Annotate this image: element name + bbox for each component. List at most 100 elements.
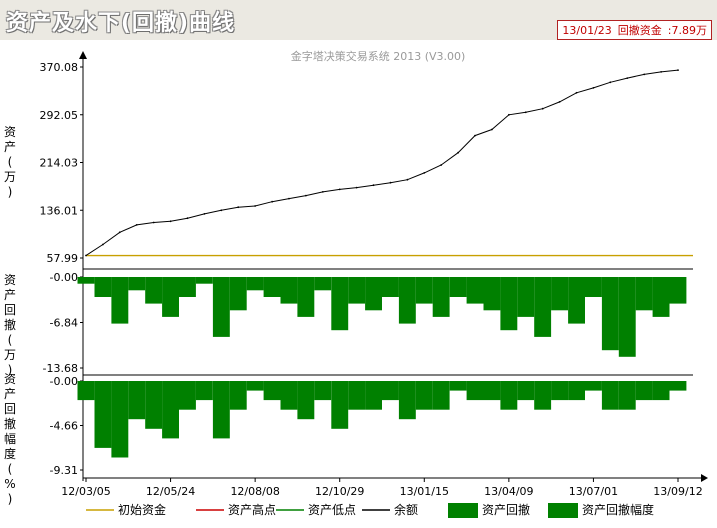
balance-point xyxy=(626,77,629,79)
drawdown-bar xyxy=(483,277,501,311)
status-label: 回撤资金 xyxy=(617,24,662,37)
page-title: 资产及水下(回撤)曲线 xyxy=(6,11,236,36)
drawdown-bar xyxy=(449,277,467,297)
drawdown-bar xyxy=(551,277,568,311)
balance-point xyxy=(338,188,341,191)
balance-point xyxy=(660,71,662,73)
drawdown-bar xyxy=(212,277,230,337)
equity-axis-title: ) xyxy=(8,185,13,199)
balance-point xyxy=(288,197,290,200)
x-tick-label: 13/07/01 xyxy=(569,485,618,498)
drawdown-pct-axis-title: 资 xyxy=(4,372,16,386)
drawdown-pct-bar xyxy=(618,381,636,410)
drawdown-bar xyxy=(635,277,653,311)
drawdown-pct-bar xyxy=(483,381,501,401)
drawdown-pct-bar xyxy=(635,381,653,401)
legend-swatch xyxy=(448,503,478,518)
drawdown-bar xyxy=(331,277,349,331)
x-axis-arrow xyxy=(701,474,708,482)
drawdown-bar xyxy=(128,277,146,291)
drawdown-bar xyxy=(466,277,484,304)
drawdown-bar xyxy=(365,277,382,311)
drawdown-bar xyxy=(568,277,585,324)
balance-point xyxy=(102,243,104,246)
equity-axis-title: 万 xyxy=(4,170,16,184)
x-tick-label: 13/01/15 xyxy=(400,485,449,498)
x-tick-label: 13/04/09 xyxy=(484,485,533,498)
drawdown-bar xyxy=(652,277,670,317)
legend-label: 余额 xyxy=(394,502,418,517)
drawdown-bar xyxy=(179,277,196,297)
drawdown-pct-bar xyxy=(415,381,433,410)
balance-point xyxy=(677,69,679,71)
balance-point xyxy=(305,194,307,197)
balance-point xyxy=(558,101,561,103)
drawdown-pct-bar xyxy=(500,381,518,410)
drawdown-pct-bar xyxy=(280,381,298,410)
drawdown-bar xyxy=(195,277,213,284)
drawdown-tick-label: -6.84 xyxy=(50,317,78,330)
equity-axis-title: 产 xyxy=(4,140,16,154)
x-tick-label: 12/03/05 xyxy=(61,485,110,498)
balance-point xyxy=(457,151,459,154)
x-tick-label: 12/08/08 xyxy=(230,485,279,498)
balance-point xyxy=(440,164,443,166)
drawdown-bar xyxy=(517,277,535,317)
x-tick-label: 12/10/29 xyxy=(315,485,364,498)
equity-tick-label: 370.08 xyxy=(40,61,79,74)
balance-point xyxy=(321,191,324,193)
drawdown-pct-axis-title: % xyxy=(4,477,15,491)
drawdown-pct-bar xyxy=(348,381,366,410)
drawdown-pct-bar xyxy=(669,381,687,391)
drawdown-bar xyxy=(348,277,366,304)
legend-label: 资产回撤 xyxy=(482,502,530,517)
drawdown-pct-bar xyxy=(263,381,281,401)
drawdown-axis-title: 回 xyxy=(4,303,16,317)
balance-point xyxy=(541,107,544,110)
drawdown-pct-bar xyxy=(195,381,213,401)
drawdown-axis-title: ( xyxy=(8,333,13,347)
drawdown-pct-bar xyxy=(111,381,129,458)
drawdown-bar xyxy=(618,277,636,357)
drawdown-pct-bar xyxy=(517,381,535,401)
drawdown-pct-tick-label: -9.31 xyxy=(50,464,78,477)
drawdown-bar xyxy=(280,277,298,304)
drawdown-pct-bar xyxy=(94,381,112,448)
drawdown-pct-bar xyxy=(466,381,484,401)
chart-watermark: 金字塔决策交易系统 2013 (V3.00) xyxy=(291,49,466,63)
drawdown-axis-title: 资 xyxy=(4,273,16,287)
drawdown-pct-axis-title: 度 xyxy=(4,446,16,461)
balance-line xyxy=(85,69,679,256)
x-tick-label: 13/09/12 xyxy=(653,485,702,498)
balance-point xyxy=(118,231,121,234)
legend-label: 资产高点 xyxy=(228,502,276,517)
drawdown-axis-title: 撤 xyxy=(4,317,16,332)
status-value: 7.89万 xyxy=(671,24,708,37)
legend-label: 资产低点 xyxy=(308,503,356,517)
balance-point xyxy=(254,205,256,207)
drawdown-bar xyxy=(669,277,687,304)
balance-point xyxy=(524,111,527,114)
drawdown-tick-label: -13.68 xyxy=(43,362,78,375)
drawdown-pct-tick-label: -4.66 xyxy=(50,420,78,433)
balance-point xyxy=(220,209,223,212)
drawdown-pct-bar xyxy=(382,381,399,401)
drawdown-pct-axis-title: 回 xyxy=(4,402,16,416)
drawdown-axis-title: 万 xyxy=(4,348,16,362)
drawdown-pct-bar xyxy=(229,381,247,410)
drawdown-bar xyxy=(432,277,450,317)
drawdown-bar xyxy=(398,277,416,324)
drawdown-bar xyxy=(601,277,619,351)
equity-tick-label: 292.05 xyxy=(40,109,79,122)
balance-point xyxy=(271,200,273,203)
balance-point xyxy=(592,87,595,89)
drawdown-bar xyxy=(111,277,129,324)
balance-point xyxy=(237,206,240,209)
x-tick-label: 12/05/24 xyxy=(146,485,195,498)
drawdown-bar xyxy=(297,277,315,317)
drawdown-pct-bar xyxy=(145,381,163,429)
balance-point xyxy=(389,181,392,184)
drawdown-pct-bar xyxy=(652,381,670,401)
balance-point xyxy=(474,134,476,137)
balance-point xyxy=(203,213,206,215)
